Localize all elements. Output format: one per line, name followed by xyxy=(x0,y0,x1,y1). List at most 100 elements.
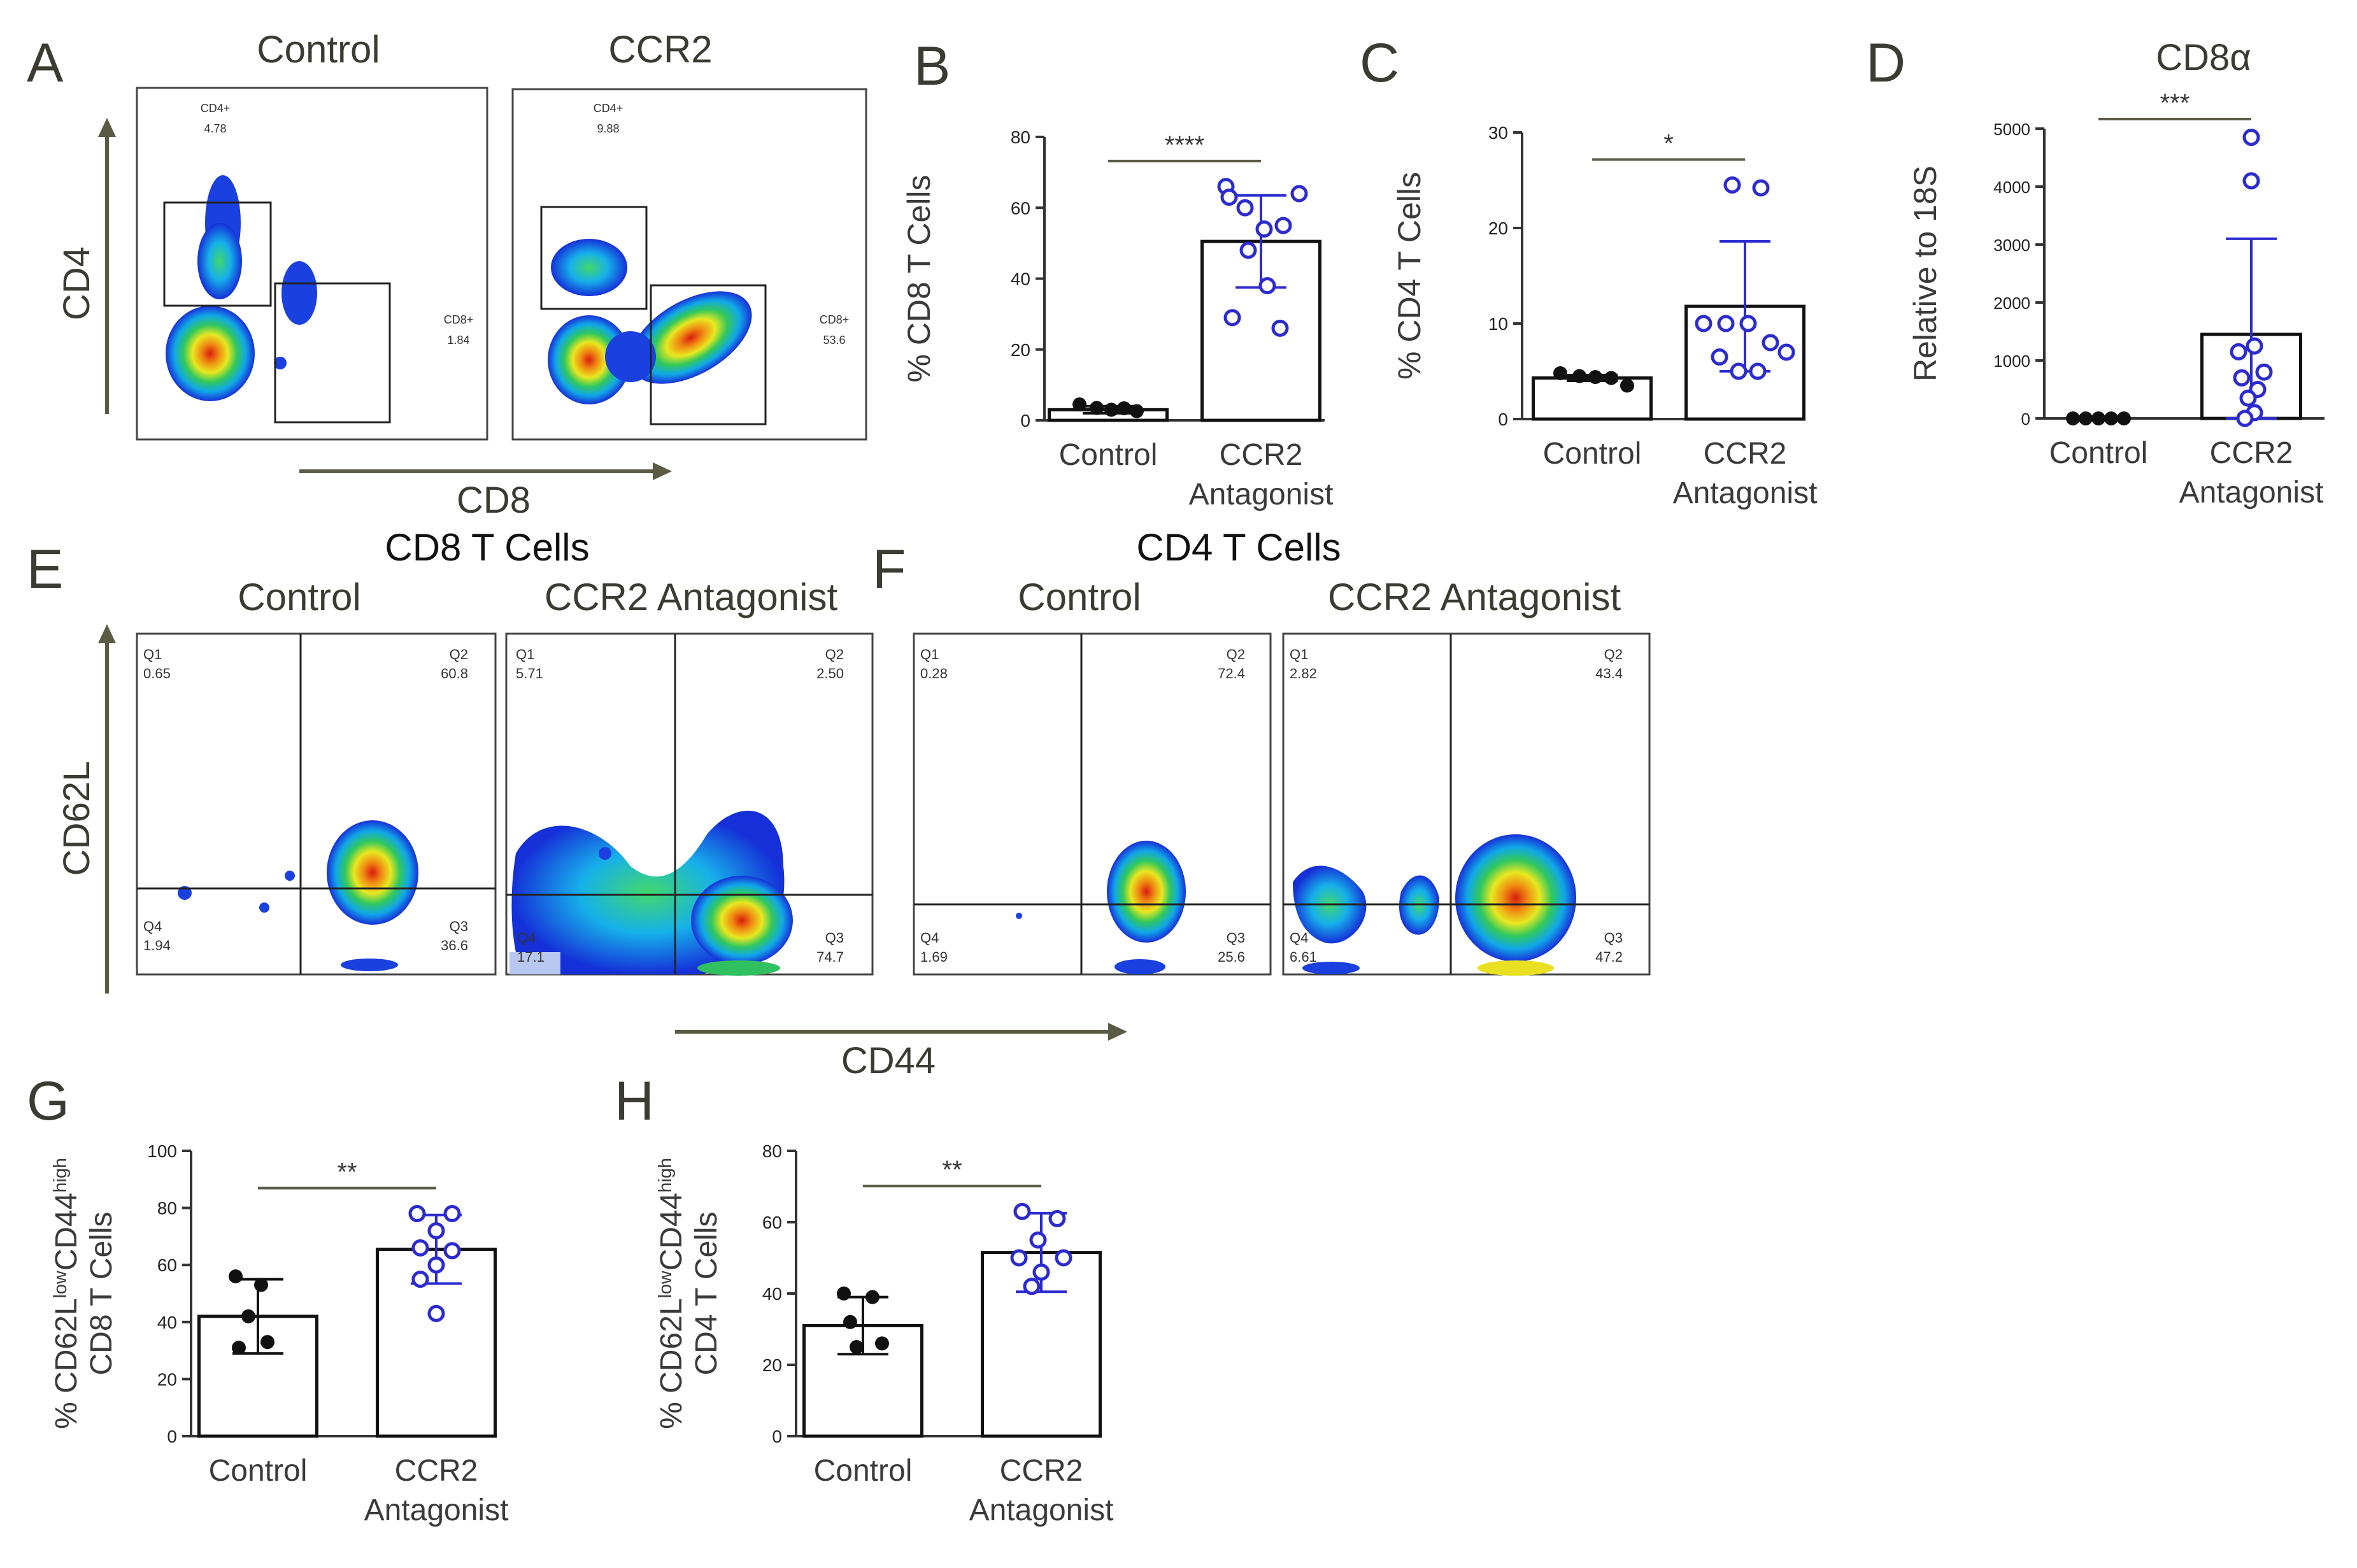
density-blob xyxy=(548,315,630,404)
density-blob xyxy=(599,847,611,860)
flow-a-xlabel: CD8 xyxy=(457,480,531,521)
y-tick-label: 20 xyxy=(1488,218,1508,238)
x-category-label: Antagonist xyxy=(969,1493,1114,1527)
density-blob xyxy=(691,876,793,965)
density-blob xyxy=(274,357,287,369)
x-category-label: Control xyxy=(814,1454,913,1488)
data-point-ccr2 xyxy=(427,1304,445,1322)
quad-q1-value: 2.82 xyxy=(1290,666,1317,681)
y-tick-label: 2000 xyxy=(1993,294,2030,313)
ef-y-arrowhead xyxy=(98,624,116,643)
panel-letter-a: A xyxy=(27,32,64,94)
y-axis-label: % CD62LlowCD44high xyxy=(50,1158,83,1429)
cd4-gate-value: 4.78 xyxy=(204,122,226,135)
quad-q3: Q3 xyxy=(1227,930,1245,946)
y-tick-label: 0 xyxy=(1498,410,1508,429)
y-axis-label: % CD62LlowCD44high xyxy=(655,1158,688,1429)
quad-q3-value: 25.6 xyxy=(1218,949,1245,965)
y-tick-label: 40 xyxy=(1011,269,1030,289)
flow-a-y-arrowhead xyxy=(98,118,116,137)
data-point-control xyxy=(254,1278,268,1292)
data-point-ccr2 xyxy=(443,1205,461,1223)
flow-e-ccr2-plot: Q1 5.71 Q2 2.50 Q3 74.7 Q4 17.1 xyxy=(505,632,874,976)
significance-label: **** xyxy=(1165,131,1204,159)
panel-letter-c: C xyxy=(1360,32,1400,94)
quad-q1: Q1 xyxy=(143,646,162,662)
plot-frame xyxy=(913,632,1272,976)
quad-q4: Q4 xyxy=(920,930,939,946)
data-point-ccr2 xyxy=(1752,179,1770,197)
data-point-ccr2 xyxy=(1749,362,1767,380)
cd8-gate xyxy=(650,284,767,425)
quad-q2: Q2 xyxy=(1227,646,1245,662)
quad-q4: Q4 xyxy=(517,930,536,946)
density-blob xyxy=(697,960,780,976)
data-point-control xyxy=(260,1335,274,1350)
x-category-label: Antagonist xyxy=(1673,476,1818,510)
data-point-ccr2 xyxy=(443,1242,461,1260)
x-category-label: Control xyxy=(1059,438,1158,472)
panel-letter-e: E xyxy=(27,539,64,600)
flow-panel-ef: CD8 T Cells Control CCR2 Antagonist CD4 … xyxy=(56,526,1651,1081)
x-category-label: CCR2 xyxy=(2210,436,2293,470)
y-tick-label: 20 xyxy=(762,1355,782,1375)
density-blob xyxy=(1455,834,1576,962)
y-tick-label: 80 xyxy=(1011,127,1030,147)
density-blob xyxy=(605,331,656,382)
section-f-header: CD4 T Cells xyxy=(1136,526,1341,569)
data-point-ccr2 xyxy=(1258,277,1276,295)
y-tick-label: 80 xyxy=(157,1199,177,1218)
data-point-ccr2 xyxy=(1695,315,1713,332)
data-point-control xyxy=(1117,401,1131,416)
x-category-label: Antagonist xyxy=(1189,478,1334,511)
data-point-control xyxy=(241,1309,255,1323)
quad-q3: Q3 xyxy=(1604,930,1623,946)
x-category-label: Antagonist xyxy=(364,1493,509,1527)
y-tick-label: 0 xyxy=(2021,410,2030,429)
section-e-ylabel: CD62L xyxy=(56,761,97,876)
y-tick-label: 80 xyxy=(762,1141,782,1161)
data-point-control xyxy=(1620,378,1634,393)
quad-q3-value: 74.7 xyxy=(816,949,844,965)
density-blob xyxy=(166,306,255,401)
section-f-title-ccr2: CCR2 Antagonist xyxy=(1328,576,1621,618)
panel-letter-g: G xyxy=(27,1071,69,1132)
x-category-label: CCR2 xyxy=(395,1454,478,1488)
x-category-label: CCR2 xyxy=(1704,437,1787,471)
section-e-title-ccr2: CCR2 Antagonist xyxy=(545,576,838,618)
y-tick-label: 60 xyxy=(1011,198,1030,218)
data-point-control xyxy=(1604,371,1618,385)
cd4-gate xyxy=(540,206,648,310)
data-point-control xyxy=(2079,411,2093,425)
quad-q2-value: 2.50 xyxy=(816,666,844,681)
quad-q1: Q1 xyxy=(516,646,534,662)
y-tick-label: 5000 xyxy=(1993,120,2030,139)
section-f-title-control: Control xyxy=(1018,576,1141,618)
data-point-control xyxy=(2091,411,2105,425)
density-blob xyxy=(327,820,418,925)
data-point-ccr2 xyxy=(2242,172,2260,190)
flow-e-control-plot: Q1 0.65 Q2 60.8 Q3 36.6 Q4 1.94 xyxy=(136,632,497,976)
data-point-control xyxy=(2104,411,2118,425)
quad-q4-value: 17.1 xyxy=(517,949,545,965)
x-category-label: Control xyxy=(1543,437,1642,471)
data-point-ccr2 xyxy=(1762,334,1779,352)
data-point-ccr2 xyxy=(1010,1249,1028,1267)
flow-a-x-arrowhead xyxy=(653,462,672,480)
data-point-ccr2 xyxy=(2239,389,2257,407)
data-point-ccr2 xyxy=(1711,348,1728,366)
significance-label: ** xyxy=(942,1156,962,1184)
y-tick-label: 60 xyxy=(157,1255,177,1275)
quad-q4-value: 6.61 xyxy=(1290,949,1317,965)
quad-q1-value: 0.65 xyxy=(143,666,171,681)
x-category-label: CCR2 xyxy=(1000,1454,1083,1488)
data-point-ccr2 xyxy=(427,1222,445,1239)
quad-q4: Q4 xyxy=(143,918,162,934)
density-blob xyxy=(285,871,295,881)
data-point-ccr2 xyxy=(1023,1278,1041,1295)
data-point-control xyxy=(875,1336,889,1351)
data-point-control xyxy=(1572,369,1586,383)
panel-letter-f: F xyxy=(872,539,906,600)
